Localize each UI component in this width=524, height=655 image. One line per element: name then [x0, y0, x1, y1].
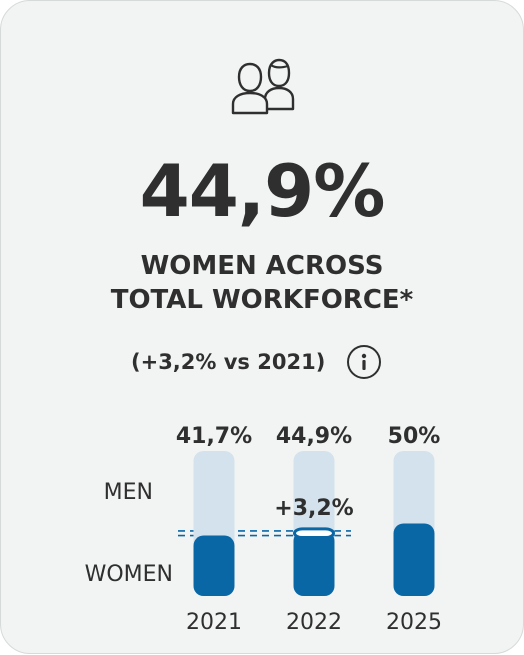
- headline-title-line-2: TOTAL WORKFORCE*: [110, 285, 414, 315]
- bar-women-2025: [393, 523, 435, 596]
- x-tick-2022: 2022: [286, 610, 342, 635]
- change-row: (+3,2% vs 2021): [131, 342, 382, 382]
- value-label-2021: 41,7%: [176, 424, 252, 449]
- headline-value: 44,9%: [139, 149, 386, 233]
- x-tick-2025: 2025: [386, 610, 442, 635]
- change-vs-2021: (+3,2% vs 2021): [131, 350, 326, 374]
- headline-title: WOMEN ACROSS TOTAL WORKFORCE*: [1, 249, 523, 317]
- headline-title-line-1: WOMEN ACROSS: [140, 251, 384, 281]
- info-icon[interactable]: [347, 345, 382, 379]
- x-tick-2021: 2021: [186, 610, 242, 635]
- value-label-2025: 50%: [388, 424, 441, 449]
- row-label-men: MEN: [104, 480, 153, 505]
- increase-label: +3,2%: [274, 496, 353, 521]
- increase-segment-2022: [293, 527, 335, 540]
- value-label-2022: 44,9%: [276, 424, 352, 449]
- people-icon: [231, 57, 295, 115]
- row-label-women: WOMEN: [85, 562, 173, 587]
- bar-women-2021: [193, 535, 235, 596]
- bar-women-2022: [293, 530, 335, 596]
